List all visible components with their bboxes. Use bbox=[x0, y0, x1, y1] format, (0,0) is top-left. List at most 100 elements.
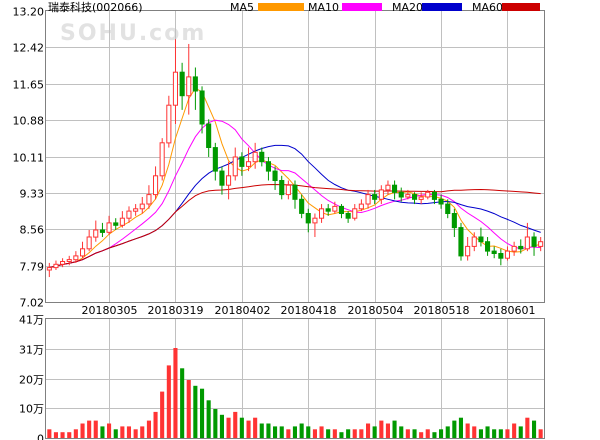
volume-bar-up bbox=[133, 429, 138, 438]
candle-down bbox=[199, 90, 205, 125]
candle-up bbox=[106, 222, 112, 233]
volume-bar-down bbox=[392, 420, 397, 438]
candle-up bbox=[73, 255, 79, 261]
legend-ma10-label: MA10 bbox=[308, 1, 340, 14]
candle-down bbox=[299, 198, 305, 214]
candle-down bbox=[398, 191, 404, 198]
price-tick-label: 12.42 bbox=[13, 42, 45, 55]
date-tick-label: 20180418 bbox=[281, 304, 337, 317]
volume-bar-up bbox=[166, 365, 171, 438]
volume-bar-down bbox=[372, 426, 377, 438]
volume-bar-up bbox=[107, 423, 112, 438]
candle-down bbox=[212, 147, 218, 172]
grid-lines bbox=[46, 11, 544, 438]
candle-down bbox=[206, 123, 212, 148]
volume-bar-up bbox=[465, 423, 470, 438]
volume-bar-up bbox=[120, 426, 125, 438]
candle-down bbox=[292, 184, 298, 200]
candle-down bbox=[392, 184, 398, 193]
candle-up bbox=[226, 175, 232, 186]
candle-up bbox=[511, 245, 517, 252]
date-tick-label: 20180504 bbox=[348, 304, 404, 317]
price-tick-label: 8.56 bbox=[20, 224, 45, 237]
legend-ma20-swatch bbox=[422, 3, 462, 11]
date-tick-label: 20180305 bbox=[82, 304, 138, 317]
volume-bar-up bbox=[93, 420, 98, 438]
volume-bar-up bbox=[405, 429, 410, 438]
candle-up bbox=[53, 263, 59, 269]
volume-bar-down bbox=[206, 400, 211, 438]
volume-bar-up bbox=[286, 429, 291, 438]
volume-bar-up bbox=[312, 429, 317, 438]
candle-up bbox=[285, 184, 291, 196]
volume-bar-up bbox=[332, 429, 337, 438]
candle-down bbox=[438, 198, 444, 205]
candle-up bbox=[504, 250, 510, 259]
volume-bar-up bbox=[385, 423, 390, 438]
volume-bar-down bbox=[346, 429, 351, 438]
volume-bar-down bbox=[412, 429, 417, 438]
volume-bar-down bbox=[239, 417, 244, 438]
candle-up bbox=[319, 208, 325, 219]
candle-up bbox=[365, 194, 371, 205]
volume-bar-down bbox=[292, 426, 297, 438]
candle-up bbox=[538, 241, 544, 247]
candle-up bbox=[139, 203, 145, 210]
price-tick-label: 7.79 bbox=[20, 261, 45, 274]
candle-down bbox=[338, 205, 344, 214]
candle-down bbox=[179, 71, 185, 97]
candle-up bbox=[385, 184, 391, 191]
volume-bar-down bbox=[326, 429, 331, 438]
candle-down bbox=[412, 194, 418, 200]
volume-bar-up bbox=[253, 417, 258, 438]
ma5-line bbox=[49, 87, 541, 269]
candle-up bbox=[332, 205, 338, 212]
candle-up bbox=[232, 156, 238, 177]
volume-bar-down bbox=[478, 429, 483, 438]
price-tick-label: 13.20 bbox=[13, 6, 45, 19]
volume-bars bbox=[47, 348, 543, 438]
volume-panel-border bbox=[45, 318, 545, 439]
volume-bar-up bbox=[319, 426, 324, 438]
candle-up bbox=[93, 229, 99, 238]
candle-down bbox=[431, 191, 437, 200]
volume-bar-down bbox=[452, 420, 457, 438]
candle-up bbox=[119, 217, 125, 226]
volume-bar-up bbox=[472, 426, 477, 438]
candle-down bbox=[498, 253, 504, 259]
ma10-line bbox=[49, 119, 541, 269]
candle-up bbox=[471, 236, 477, 247]
candle-down bbox=[531, 236, 537, 247]
volume-bar-down bbox=[299, 423, 304, 438]
candle-down bbox=[259, 151, 265, 163]
candlestick-series bbox=[46, 39, 544, 278]
volume-bar-down bbox=[266, 423, 271, 438]
volume-bar-up bbox=[160, 391, 165, 438]
volume-bar-up bbox=[153, 411, 158, 438]
candle-down bbox=[345, 213, 351, 219]
candle-up bbox=[66, 259, 72, 263]
axis-labels: 13.20 12.42 11.65 10.88 10.11 9.33 8.56 7.79 7.0… bbox=[13, 6, 536, 440]
volume-tick-label: 10万 bbox=[19, 403, 44, 416]
candle-down bbox=[372, 194, 378, 200]
candle-down bbox=[445, 203, 451, 215]
volume-bar-up bbox=[425, 429, 430, 438]
volume-bar-up bbox=[87, 420, 92, 438]
volume-bar-up bbox=[140, 426, 145, 438]
candle-up bbox=[418, 196, 424, 200]
volume-bar-up bbox=[366, 423, 371, 438]
date-tick-label: 20180601 bbox=[480, 304, 536, 317]
candle-down bbox=[458, 227, 464, 257]
candle-down bbox=[265, 161, 271, 172]
price-tick-label: 7.02 bbox=[20, 297, 45, 310]
candle-up bbox=[80, 248, 86, 257]
date-tick-label: 20180319 bbox=[148, 304, 204, 317]
candle-up bbox=[46, 267, 52, 271]
volume-bar-down bbox=[100, 426, 105, 438]
candle-down bbox=[113, 222, 119, 226]
candle-down bbox=[99, 229, 106, 233]
candle-up bbox=[146, 194, 152, 205]
stock-code: (002066) bbox=[92, 1, 143, 14]
volume-bar-up bbox=[233, 411, 238, 438]
